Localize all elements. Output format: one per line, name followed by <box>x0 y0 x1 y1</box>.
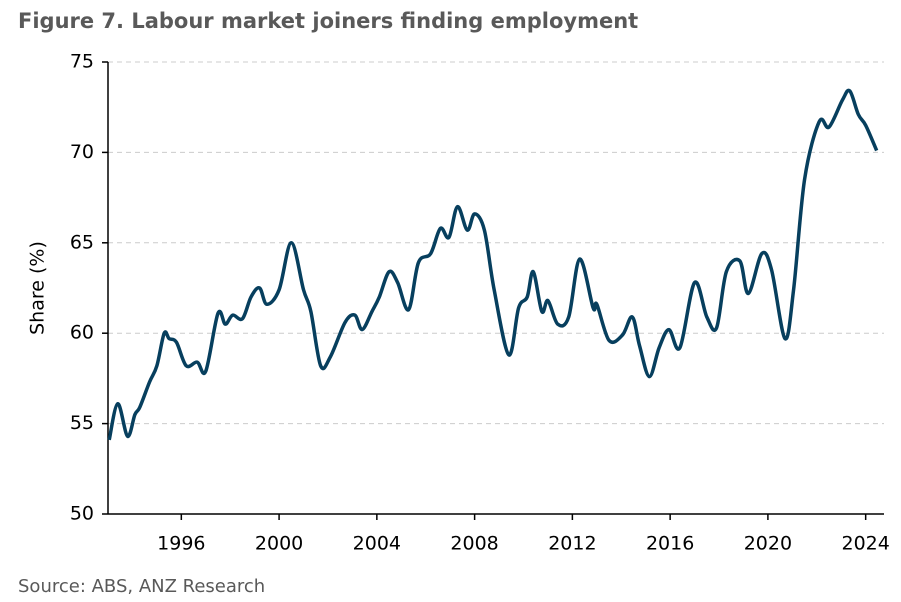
x-tick-label: 2024 <box>841 533 889 555</box>
chart-title: Figure 7. Labour market joiners finding … <box>18 9 638 33</box>
y-tick-label: 50 <box>70 503 94 525</box>
x-tick-label: 2016 <box>646 533 694 555</box>
y-tick-label: 65 <box>70 231 94 253</box>
x-tick-label: 1996 <box>157 533 205 555</box>
x-tick-label: 2000 <box>255 533 303 555</box>
y-tick-label: 55 <box>70 412 94 434</box>
x-tick-label: 2020 <box>744 533 792 555</box>
y-axis-label: Share (%) <box>27 241 49 335</box>
x-tick-label: 2004 <box>353 533 401 555</box>
y-tick-label: 75 <box>70 51 94 73</box>
y-tick-label: 60 <box>70 322 94 344</box>
x-tick-label: 2008 <box>450 533 498 555</box>
data-line <box>107 88 879 441</box>
y-tick-label: 70 <box>70 141 94 163</box>
x-tick-label: 2012 <box>548 533 596 555</box>
source: Source: ABS, ANZ Research <box>18 576 265 597</box>
